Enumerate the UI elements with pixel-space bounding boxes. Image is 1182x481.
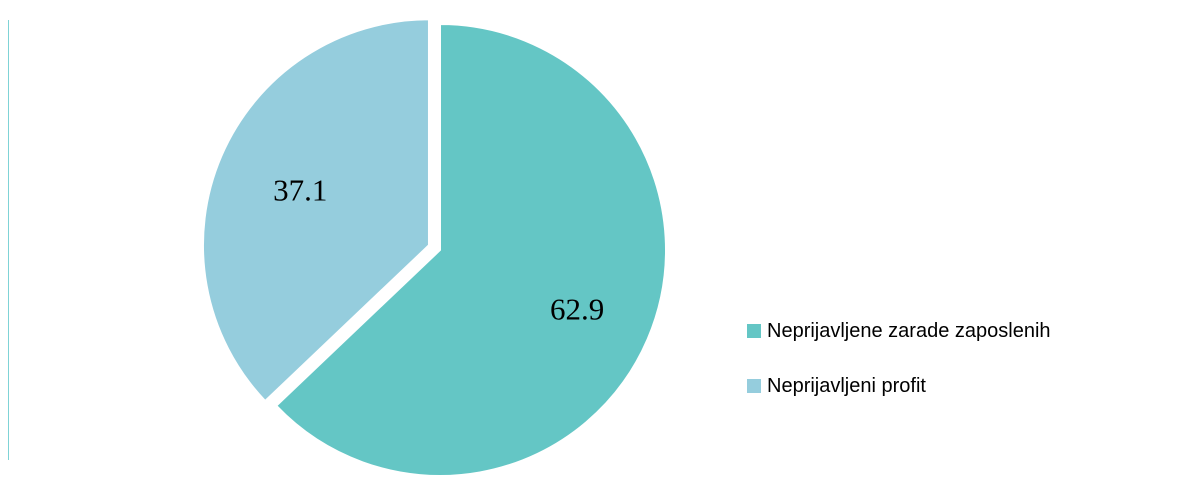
left-frame-rule [8,20,9,460]
pie-slice-2 [201,18,430,403]
legend-item-profit: Neprijavljeni profit [747,371,1051,401]
legend: Neprijavljene zarade zaposlenih Neprijav… [747,316,1051,426]
pie-slice-1 [274,22,667,477]
data-label-1: 62.9 [550,291,604,326]
data-label-2: 37.1 [273,173,327,208]
legend-item-employee-wages: Neprijavljene zarade zaposlenih [747,316,1051,346]
legend-label-employee-wages: Neprijavljene zarade zaposlenih [767,319,1051,342]
pie-data-labels: 62.9 37.1 [273,173,604,327]
legend-label-profit: Neprijavljeni profit [767,374,926,397]
pie-slices [201,18,667,477]
legend-swatch-employee-wages [747,324,761,338]
legend-swatch-profit [747,379,761,393]
